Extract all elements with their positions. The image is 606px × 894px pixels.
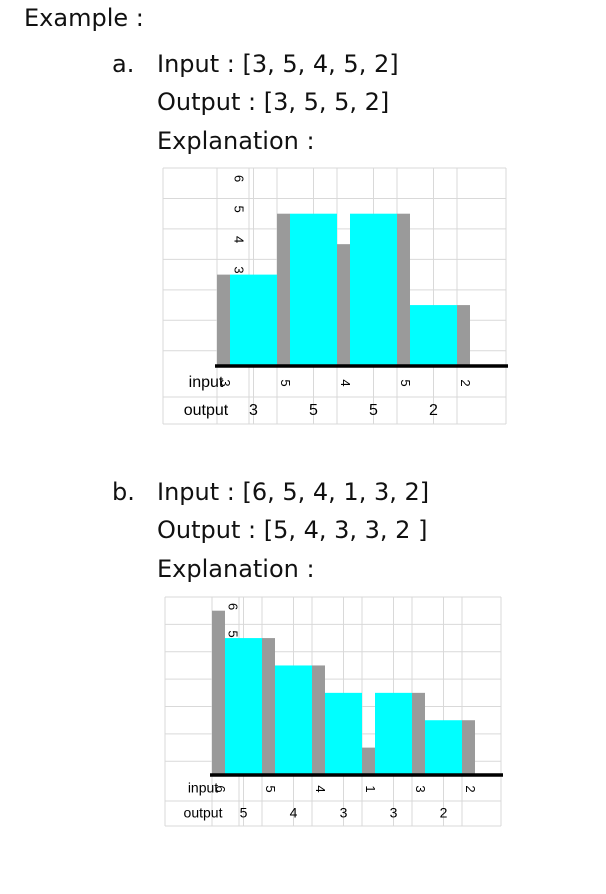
- chart-b-y-tick: 6: [226, 603, 241, 610]
- chart-b-input-label-4: 3: [413, 785, 428, 792]
- chart-b-y-tick: 5: [226, 630, 241, 637]
- chart-b-output-label-1: 4: [290, 805, 298, 821]
- chart-a-y-tick: 5: [232, 206, 247, 213]
- chart-b-row-label-input: input: [188, 780, 218, 796]
- example-a-input-line: Input : [3, 5, 4, 5, 2]: [157, 50, 399, 78]
- chart-b-input-label-5: 2: [463, 785, 478, 792]
- chart-a-y-tick: 4: [232, 236, 247, 243]
- chart-b-input-bar-0: [212, 610, 225, 775]
- chart-b-input-label-0: 6: [213, 785, 228, 792]
- chart-a-input-label-1: 5: [278, 379, 293, 386]
- chart-b-input-bar-3: [362, 747, 375, 775]
- chart-a-input-label-3: 5: [398, 379, 413, 386]
- chart-b-output-label-0: 5: [240, 805, 248, 821]
- example-a-explanation: Explanation :: [157, 127, 315, 155]
- chart-a-row-label-input: input: [189, 374, 224, 391]
- chart-b-output-bar-0: [225, 638, 262, 775]
- chart-b-output-label-4: 2: [440, 805, 448, 821]
- example-a-output-line: Output : [3, 5, 5, 2]: [157, 88, 390, 116]
- chart-b-input-label-3: 1: [363, 785, 378, 792]
- chart-b-row-label-output: output: [184, 805, 223, 821]
- chart-a-output-label-1: 5: [309, 402, 318, 419]
- chart-b-output-label-2: 3: [340, 805, 348, 821]
- example-a-marker: a.: [112, 50, 135, 78]
- chart-a-input-bar-1: [277, 213, 290, 366]
- chart-b-output-bar-4: [425, 720, 462, 775]
- chart-a-input-bar-2: [337, 244, 350, 366]
- example-heading: Example :: [24, 4, 144, 32]
- chart-a-input-bar-3: [397, 213, 410, 366]
- chart-a-output-label-2: 5: [369, 402, 378, 419]
- example-b-input-line: Input : [6, 5, 4, 1, 3, 2]: [157, 478, 430, 506]
- chart-b-input-label-2: 4: [313, 785, 328, 792]
- chart-a-output-bar-1: [290, 213, 337, 366]
- chart-a-output-bar-0: [230, 274, 277, 366]
- chart-a-input-label-0: 3: [218, 379, 233, 386]
- chart-a-input-label-2: 4: [338, 379, 353, 386]
- chart-a-input-bar-0: [217, 274, 230, 366]
- chart-b-output-label-3: 3: [390, 805, 398, 821]
- chart-b-output-bar-3: [375, 692, 412, 775]
- example-b-marker: b.: [112, 478, 135, 506]
- chart-a-output-bar-2: [350, 213, 397, 366]
- chart-b-input-bar-1: [262, 638, 275, 775]
- example-b-explanation: Explanation :: [157, 555, 315, 583]
- chart-b-input-bar-4: [412, 692, 425, 775]
- chart-b-output-bar-2: [325, 692, 362, 775]
- chart-a-output-bar-3: [410, 305, 457, 366]
- chart-b-input-label-1: 5: [263, 785, 278, 792]
- example-b-output-line: Output : [5, 4, 3, 3, 2 ]: [157, 516, 428, 544]
- chart-a-input-bar-4: [457, 305, 470, 366]
- chart-b-input-bar-5: [462, 720, 475, 775]
- chart-a-row-label-output: output: [184, 402, 229, 419]
- chart-a-output-label-3: 2: [429, 402, 438, 419]
- chart-a-output-label-0: 3: [249, 402, 258, 419]
- chart-b-input-bar-2: [312, 665, 325, 775]
- chart-b-output-bar-1: [275, 665, 312, 775]
- chart-a-y-tick: 3: [232, 266, 247, 273]
- chart-a-input-label-4: 2: [458, 379, 473, 386]
- chart-a-y-tick: 6: [232, 175, 247, 182]
